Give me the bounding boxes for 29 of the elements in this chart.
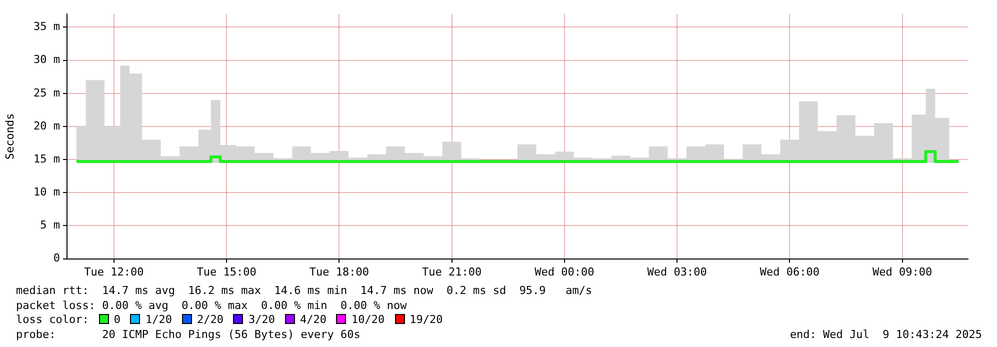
y-tick-label: 5 m [40,218,60,232]
text: 10/20 [351,313,385,326]
y-tick-label: 10 m [34,185,60,198]
text: 0 [114,313,120,326]
y-tick-label: 20 m [34,119,60,132]
text: 19/20 [410,313,443,326]
x-tick-label: Tue 18:00 [309,265,369,278]
x-tick-label: Tue 15:00 [196,265,256,278]
text: probe: 20 ICMP Echo Pings (56 Bytes) every 60s [16,328,360,340]
y-tick-label: 15 m [34,152,60,166]
x-tick-label: Tue 21:00 [422,265,482,278]
x-tick-label: Wed 00:00 [534,265,594,278]
text: loss color: [16,313,89,326]
text: packet loss: 0.00 % avg 0.00 % max 0.00 % min 0.00 % now [16,298,407,312]
y-tick-label: 0 [53,252,60,265]
y-axis-title: Seconds [3,113,16,160]
x-tick-label: Wed 09:00 [872,265,932,278]
text: 1/20 [145,313,172,326]
text: 3/20 [248,313,275,326]
y-tick-label: 25 m [34,86,60,100]
x-tick-label: Wed 03:00 [647,265,707,278]
text: median rtt: 14.7 ms avg 16.2 ms max 14.6 ms min 14.7 ms now 0.2 ms sd 95.9 am/s [16,284,592,297]
x-tick-label: Tue 12:00 [84,265,144,278]
x-tick-label: Wed 06:00 [760,265,820,278]
y-tick-label: 35 m [34,20,60,34]
text: end: Wed Jul 9 10:43:24 2025 [790,328,982,342]
text: 4/20 [300,313,326,326]
y-tick-label: 30 m [34,53,60,66]
text: 2/20 [196,313,224,326]
